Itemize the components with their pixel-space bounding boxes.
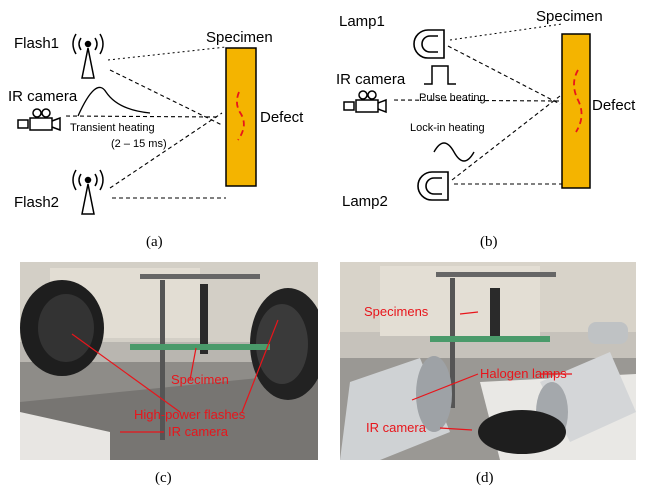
caption-b: (b) (480, 234, 498, 250)
caption-c-wrap: (c) (155, 470, 172, 486)
lamp2-label: Lamp2 (342, 193, 388, 210)
defect-line (573, 69, 583, 133)
pulse-waveform (424, 65, 456, 85)
panel-c-photo (20, 262, 318, 460)
duration-label: (2 – 15 ms) (111, 138, 167, 150)
panel-d-photo (340, 262, 636, 460)
specimen-label: Specimen (206, 29, 273, 46)
annotation-arrows (71, 319, 279, 433)
caption-a: (a) (146, 234, 163, 250)
specimen-annotation: Specimen (171, 372, 229, 387)
ir-camera-label: IR camera (336, 71, 406, 88)
defect-line (236, 91, 245, 141)
specimen-label: Specimen (536, 8, 603, 25)
panel-a-diagram: Flash1 Flash2 IR camera Transient heatin… (8, 29, 304, 250)
beam-lines (393, 45, 562, 185)
caption-d: (d) (476, 470, 494, 486)
sine-waveform (433, 142, 475, 162)
specimen-pointer (449, 23, 563, 41)
specimen-pointer (107, 46, 227, 61)
lamp-icon (413, 29, 445, 59)
specimen-block (225, 47, 257, 187)
ir-camera-annotation: IR camera (168, 424, 228, 439)
halogen-lamps-annotation: Halogen lamps (480, 366, 567, 381)
specimen-block (561, 33, 591, 189)
small-lamp (588, 322, 628, 344)
beam-lines (65, 69, 226, 199)
ir-camera-label: IR camera (8, 88, 78, 105)
panel-b-diagram: Lamp1 IR camera Pulse heating Lock-in he… (336, 8, 636, 250)
defect-label: Defect (592, 97, 636, 114)
lockin-heating-label: Lock-in heating (410, 122, 485, 134)
ir-camera-annotation: IR camera (366, 420, 426, 435)
lens-cap (478, 410, 566, 454)
transient-pulse-curve (77, 86, 151, 117)
camera-icon (343, 90, 387, 114)
specimens-annotation: Specimens (364, 304, 429, 319)
camera-icon (17, 108, 61, 132)
flash1-label: Flash1 (14, 35, 59, 52)
transient-heating-label: Transient heating (70, 122, 155, 134)
defect-label: Defect (260, 109, 304, 126)
caption-d-wrap: (d) (476, 470, 494, 486)
pulse-heating-label: Pulse heating (419, 92, 486, 104)
antenna-icon (72, 169, 104, 215)
annotation-arrows (411, 311, 572, 431)
caption-c: (c) (155, 470, 172, 486)
lamp1-label: Lamp1 (339, 13, 385, 30)
antenna-icon (72, 33, 104, 79)
flash2-label: Flash2 (14, 194, 59, 211)
lamp-icon (417, 171, 449, 201)
halogen-lamp-left (340, 356, 452, 460)
flashes-annotation: High-power flashes (134, 407, 246, 422)
